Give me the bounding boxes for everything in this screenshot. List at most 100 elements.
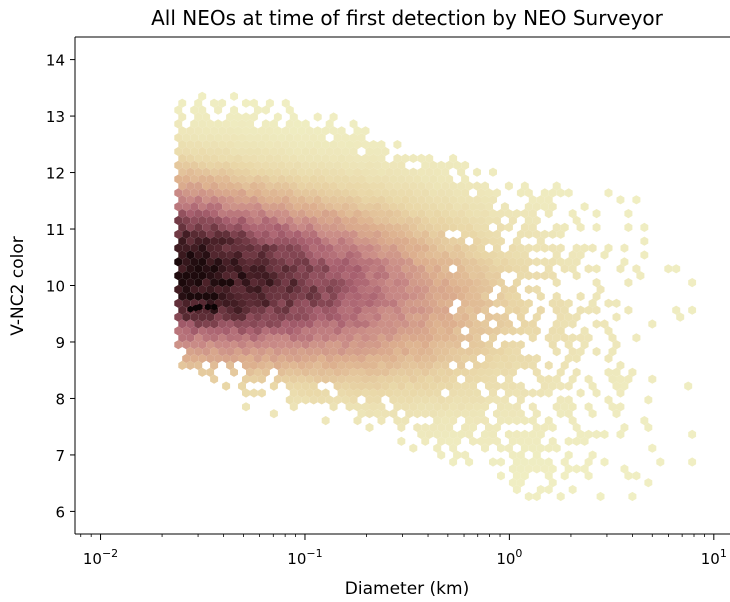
hexbin-cell — [592, 388, 601, 398]
hexbin-cell — [238, 257, 246, 267]
hexbin-cell — [242, 264, 250, 274]
hexbin-cell — [194, 291, 203, 301]
hexbin-cell — [548, 271, 557, 281]
hexbin-cell — [532, 436, 541, 446]
hexbin-cell — [616, 264, 625, 274]
hexbin-cell — [238, 119, 246, 129]
hexbin-cell — [242, 153, 250, 163]
hexbin-cell — [329, 140, 338, 150]
hexbin-cell — [556, 326, 565, 336]
hexbin-cell — [198, 312, 207, 322]
hexbin-cell — [261, 312, 270, 322]
hexbin-cell — [194, 236, 203, 246]
hexbin-cell — [385, 236, 394, 246]
hexbin-cell — [325, 257, 334, 267]
hexbin-cell — [261, 160, 270, 170]
hexbin-cell — [325, 146, 334, 157]
hexbin-cell — [190, 271, 199, 281]
hexbin-cell — [281, 140, 290, 150]
hexbin-cell — [242, 98, 250, 108]
hexbin-cell — [293, 381, 302, 391]
hexbin-cell — [469, 381, 477, 391]
hexbin-cell — [198, 91, 207, 101]
hexbin-cell — [381, 215, 390, 226]
hexbin-cell — [524, 491, 533, 502]
hexbin-cell — [242, 388, 250, 398]
hexbin-cell — [182, 133, 191, 143]
hexbin-cell — [206, 174, 215, 184]
hexbin-cell — [385, 181, 394, 191]
hexbin-cell — [644, 395, 653, 405]
hexbin-cell — [512, 471, 521, 481]
hexbin-cell — [178, 181, 187, 191]
hexbin-cell — [401, 305, 410, 315]
hexbin-cell — [254, 340, 262, 350]
hexbin-cell — [461, 188, 470, 198]
hexbin-cell — [317, 229, 326, 239]
hexbin-cell — [544, 471, 553, 481]
hexbin-cell — [222, 340, 231, 350]
hexbin-cell — [222, 271, 231, 281]
hexbin-cell — [556, 298, 565, 308]
hexbin-cell — [552, 347, 561, 357]
hexbin-cell — [333, 133, 342, 143]
hexbin-cell — [305, 347, 314, 357]
hexbin-cell — [309, 271, 318, 281]
hexbin-cell — [257, 140, 266, 150]
hexbin-cell — [285, 271, 294, 281]
hexbin-cell — [405, 312, 414, 322]
hexbin-cell — [349, 119, 358, 129]
hexbin-cell — [409, 374, 418, 384]
hexbin-cell — [329, 222, 338, 232]
hexbin-cell — [305, 333, 314, 343]
hexbin-cell — [230, 174, 238, 184]
hexbin-cell — [182, 243, 191, 253]
hexbin-cell — [465, 264, 474, 274]
hexbin-cell — [449, 333, 458, 343]
hexbin-cell — [293, 133, 302, 143]
hexbin-cell — [257, 264, 266, 274]
hexbin-cell — [664, 264, 673, 274]
hexbin-cell — [257, 347, 266, 357]
hexbin-cell — [293, 160, 302, 170]
hexbin-cell — [393, 402, 402, 412]
hexbin-cell — [485, 298, 493, 308]
hexbin-cell — [250, 153, 258, 163]
hexbin-cell — [321, 388, 330, 398]
hexbin-cell — [190, 243, 199, 253]
hexbin-cell — [333, 353, 342, 364]
hexbin-cell — [473, 236, 481, 246]
hexbin-cell — [453, 436, 462, 446]
hexbin-cell — [273, 264, 282, 274]
hexbin-cell — [289, 236, 298, 246]
hexbin-cell — [544, 457, 553, 467]
hexbin-cell — [584, 457, 593, 467]
hexbin-cell — [473, 416, 481, 426]
hexbin-cell — [202, 347, 211, 357]
hexbin-cell — [178, 140, 187, 150]
hexbin-cell — [421, 229, 430, 239]
hexbin-cell — [250, 388, 258, 398]
hexbin-cell — [238, 353, 246, 364]
hexbin-cell — [497, 278, 505, 288]
hexbin-cell — [198, 215, 207, 226]
hexbin-cell — [261, 105, 270, 115]
hexbin-cell — [269, 188, 278, 198]
hexbin-cell — [190, 215, 199, 226]
hexbin-cell — [429, 298, 438, 308]
hexbin-cell — [309, 326, 318, 336]
hexbin-cell — [405, 257, 414, 267]
hexbin-cell — [453, 284, 462, 295]
hexbin-cell — [401, 250, 410, 260]
hexbin-cell — [445, 284, 454, 295]
hexbin-cell — [329, 209, 338, 219]
hexbin-cell — [413, 409, 422, 419]
hexbin-cell — [337, 222, 346, 232]
hexbin-cell — [301, 367, 310, 377]
hexbin-cell — [269, 312, 278, 322]
hexbin-cell — [261, 284, 270, 295]
hexbin-cell — [353, 333, 362, 343]
hexbin-cell — [481, 319, 489, 329]
hexbin-cell — [385, 222, 394, 232]
hexbin-cell — [317, 174, 326, 184]
